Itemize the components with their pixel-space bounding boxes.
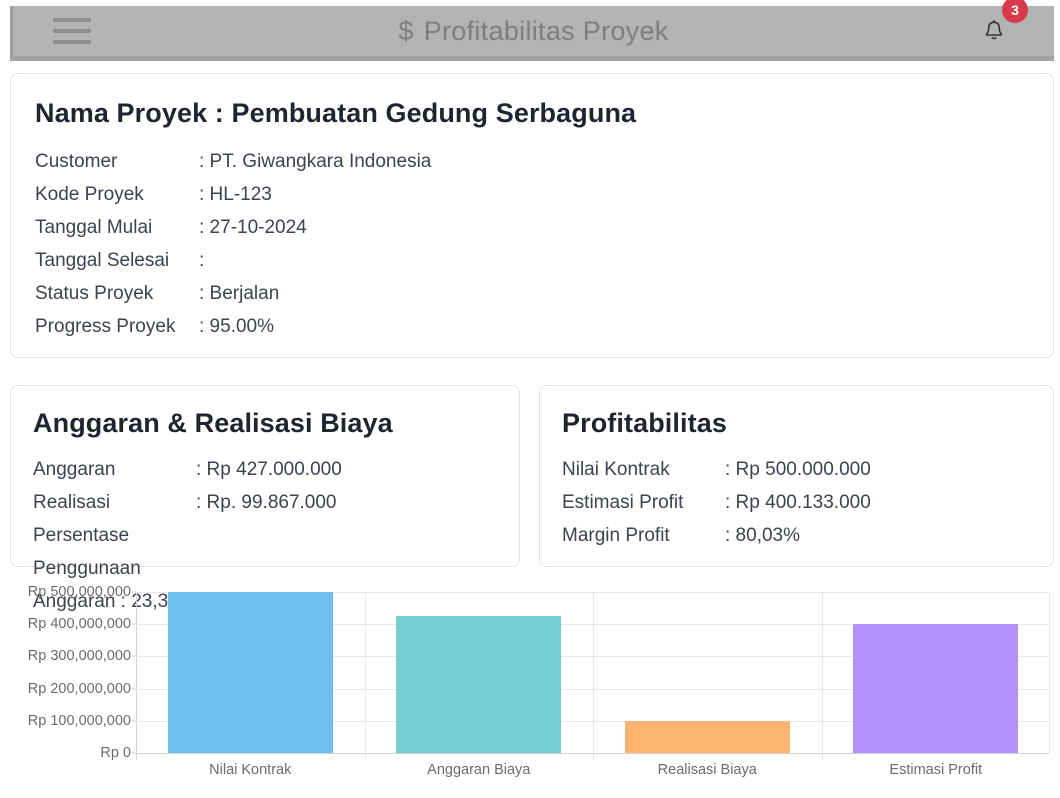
chart-y-axis-labels: Rp 0 Rp 100,000,000 Rp 200,000,000 Rp 300,0… — [0, 584, 131, 761]
info-row: Margin Profit : 80,03% — [562, 519, 1031, 552]
chart-bar[interactable] — [396, 615, 561, 753]
chart-y-tick-label: Rp 500,000,000 — [27, 584, 131, 600]
chart-category-divider — [821, 592, 823, 760]
project-info-card: Nama Proyek : Pembuatan Gedung Serbaguna… — [10, 73, 1054, 358]
info-row: Tanggal Mulai : 27-10-2024 — [35, 211, 1029, 244]
info-label: Progress Proyek — [35, 316, 176, 337]
chart-x-tick-label: Estimasi Profit — [889, 762, 983, 778]
project-info-list: Customer : PT. Giwangkara Indonesia Kode… — [35, 145, 1029, 343]
chart-y-tick-label: Rp 300,000,000 — [27, 648, 131, 665]
page-title-text: Profitabilitas Proyek — [423, 15, 669, 46]
info-label: Customer — [35, 151, 118, 172]
app-header: $ Profitabilitas Proyek 3 — [0, 0, 1060, 62]
info-row: Nilai Kontrak : Rp 500.000.000 — [562, 453, 1031, 486]
chart-y-tick-label: Rp 100,000,000 — [27, 712, 131, 729]
chart-plot-right-edge — [1049, 592, 1050, 753]
profitability-bar-chart: Rp 0 Rp 100,000,000 Rp 200,000,000 Rp 300,0… — [0, 584, 1060, 798]
info-label: Tanggal Mulai — [35, 217, 153, 238]
chart-x-tick-label: Anggaran Biaya — [427, 762, 531, 778]
chart-axis-tick — [131, 720, 136, 722]
profitability-card: Profitabilitas Nilai Kontrak : Rp 500.00… — [539, 385, 1054, 567]
app-bar: $ Profitabilitas Proyek — [10, 6, 1054, 56]
dollar-icon: $ — [398, 15, 414, 46]
app-bar-shadow — [10, 56, 1054, 61]
info-value: : PT. Giwangkara Indonesia — [199, 151, 432, 172]
info-value: : 95.00% — [199, 316, 274, 337]
chart-plot-area — [131, 591, 1050, 760]
info-row: Customer : PT. Giwangkara Indonesia — [35, 145, 1029, 178]
page-title: $ Profitabilitas Proyek — [13, 16, 1054, 47]
info-value: : Berjalan — [199, 283, 280, 304]
chart-axis-tick — [131, 688, 136, 690]
info-row: Anggaran : Rp 427.000.000 — [33, 453, 497, 486]
info-value: : Rp. 99.867.000 — [196, 492, 337, 513]
chart-axis-tick — [131, 752, 136, 754]
info-label: Tanggal Selesai — [35, 250, 170, 271]
chart-y-tick-label: Rp 400,000,000 — [27, 616, 131, 633]
info-value: : 80,03% — [725, 525, 800, 546]
info-value: : Rp 427.000.000 — [196, 459, 342, 480]
info-row: Status Proyek : Berjalan — [35, 277, 1029, 310]
info-value: : Rp 500.000.000 — [725, 459, 871, 480]
info-label: Status Proyek — [35, 283, 154, 304]
profitability-card-title: Profitabilitas — [562, 408, 727, 438]
chart-y-axis-line — [136, 592, 137, 760]
chart-x-tick-label: Realisasi Biaya — [657, 762, 757, 778]
budget-usage-percentage: Persentase Penggunaan Anggaran : 23,39% — [33, 525, 196, 612]
chart-x-axis-labels: Nilai Kontrak Anggaran Biaya Realisasi Bia… — [136, 762, 1050, 792]
chart-category-divider — [364, 592, 366, 760]
chart-bar[interactable] — [853, 624, 1018, 753]
chart-bar[interactable] — [167, 592, 333, 753]
info-label: Kode Proyek — [35, 184, 144, 205]
info-label: Margin Profit — [562, 525, 670, 546]
info-label: Nilai Kontrak — [562, 459, 670, 480]
chart-axis-tick — [131, 655, 136, 657]
budget-usage-percentage-row: Persentase Penggunaan Anggaran : 23,39% — [33, 519, 497, 618]
hamburger-menu-icon[interactable] — [53, 18, 91, 44]
info-row: Estimasi Profit : Rp 400.133.000 — [562, 486, 1031, 519]
info-label: Anggaran — [33, 459, 116, 480]
chart-y-tick-label: Rp 200,000,000 — [27, 680, 131, 697]
chart-axis-tick — [131, 623, 136, 625]
info-row: Tanggal Selesai : — [35, 244, 1029, 277]
chart-axis-tick — [131, 591, 136, 593]
info-value: : 27-10-2024 — [199, 217, 307, 238]
info-row: Realisasi : Rp. 99.867.000 — [33, 486, 497, 519]
bell-icon[interactable] — [979, 16, 1009, 46]
info-value: : — [199, 250, 205, 271]
chart-x-tick-label: Nilai Kontrak — [209, 762, 292, 778]
info-row: Progress Proyek : 95.00% — [35, 310, 1029, 343]
info-value: : Rp 400.133.000 — [725, 492, 871, 513]
info-value: : HL-123 — [199, 184, 272, 205]
chart-category-divider — [593, 592, 594, 760]
info-label: Estimasi Profit — [562, 492, 684, 513]
chart-bar[interactable] — [624, 720, 790, 753]
project-name-title: Nama Proyek : Pembuatan Gedung Serbaguna — [35, 98, 637, 128]
budget-realization-card: Anggaran & Realisasi Biaya Anggaran : Rp… — [10, 385, 520, 612]
chart-y-tick-label: Rp 0 — [100, 745, 131, 761]
budget-card-title: Anggaran & Realisasi Biaya — [33, 408, 393, 438]
info-row: Kode Proyek : HL-123 — [35, 178, 1029, 211]
info-label: Realisasi — [33, 492, 111, 513]
notification-badge[interactable]: 3 — [1002, 0, 1028, 23]
